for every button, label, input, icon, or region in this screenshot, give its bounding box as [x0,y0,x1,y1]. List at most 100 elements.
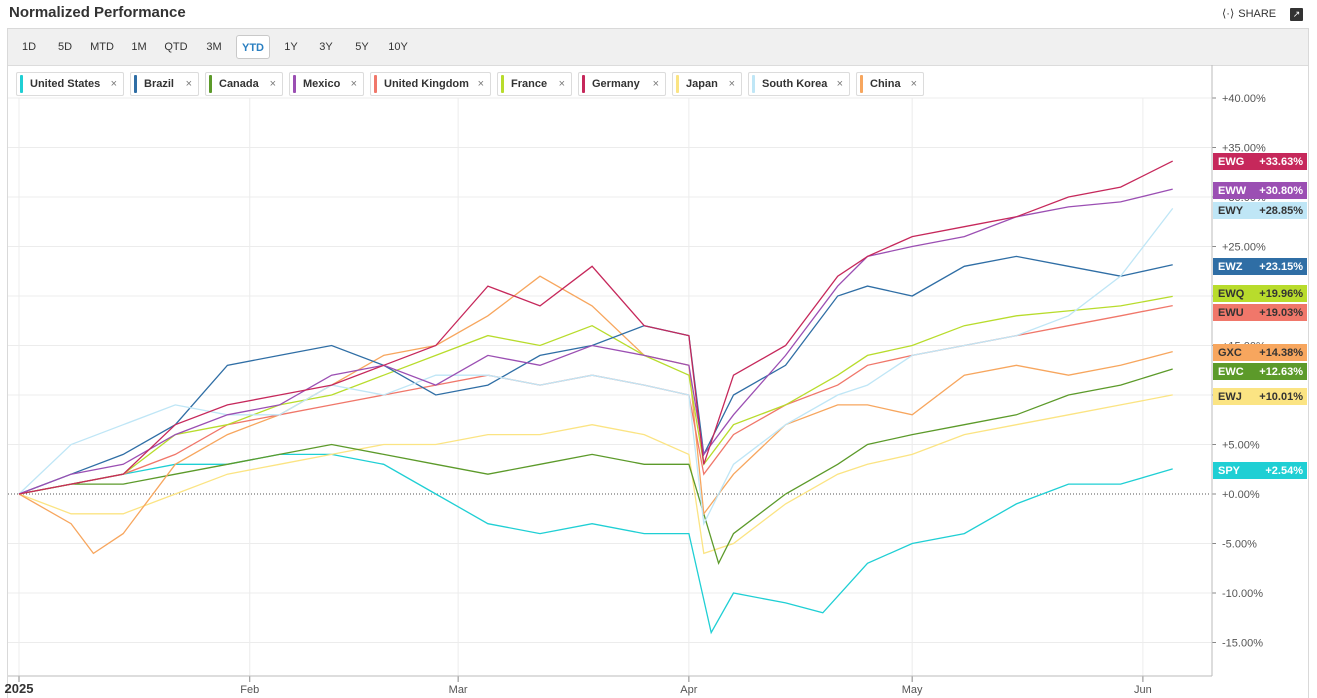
legend-swatch [501,75,504,93]
series-line-ewg [18,160,1173,495]
series-line-ewz [18,255,1173,495]
end-label-value: +19.03% [1259,307,1303,319]
legend-swatch [676,75,679,93]
range-button-1y[interactable]: 1Y [284,41,298,53]
end-label-ewg: EWG +33.63% [1213,153,1307,170]
end-label-ewj: EWJ +10.01% [1213,388,1307,405]
end-label-value: +12.63% [1259,366,1303,378]
range-button-qtd[interactable]: QTD [164,41,188,53]
remove-icon[interactable]: × [836,78,843,90]
end-label-symbol: EWZ [1218,261,1243,273]
legend-swatch [209,75,212,93]
end-label-symbol: EWJ [1218,391,1242,403]
x-tick-label: Apr [680,684,697,696]
legend-swatch [134,75,137,93]
expand-icon[interactable]: ↗ [1290,8,1303,21]
end-label-value: +19.96% [1259,288,1303,300]
share-button[interactable]: ⟨·⟩ SHARE [1222,7,1277,21]
end-label-bg [1213,153,1307,170]
end-label-symbol: EWY [1218,205,1244,217]
legend-label: United States [30,78,101,90]
chart-title: Normalized Performance [9,4,186,21]
legend-item-united-states[interactable]: United States × [16,72,124,96]
remove-icon[interactable]: × [350,78,357,90]
chart-panel [7,28,1309,698]
remove-icon[interactable]: × [269,78,276,90]
y-tick-label: +25.00% [1222,242,1266,254]
end-label-bg [1213,258,1307,275]
range-button-mtd[interactable]: MTD [90,41,114,53]
end-label-eww: EWW +30.80% [1213,182,1307,199]
end-label-ewq: EWQ +19.96% [1213,285,1307,302]
range-button-5y[interactable]: 5Y [355,41,369,53]
remove-icon[interactable]: × [910,78,917,90]
range-button-1m[interactable]: 1M [131,41,147,53]
range-button-10y[interactable]: 10Y [388,41,408,53]
end-label-gxc: GXC +14.38% [1213,344,1307,361]
series-line-ewc [18,368,1173,566]
legend-label: Canada [219,78,259,90]
legend-swatch [293,75,296,93]
end-label-value: +23.15% [1259,261,1303,273]
x-tick-label: Mar [449,684,468,696]
range-button-1d[interactable]: 1D [21,41,37,53]
x-tick-label: May [902,684,923,696]
legend-item-mexico[interactable]: Mexico × [289,72,364,96]
range-button-5d[interactable]: 5D [57,41,73,53]
range-toolbar: 1D 5D MTD 1M QTD 3M YTD 1Y 3Y 5Y 10Y [8,29,1308,66]
y-tick-label: -5.00% [1222,539,1257,551]
legend-item-china[interactable]: China × [856,72,924,96]
y-tick-label: +0.00% [1222,489,1260,501]
end-label-bg [1213,388,1307,405]
x-tick-label: Jun [1134,684,1152,696]
legend-item-south-korea[interactable]: South Korea × [748,72,850,96]
legend-swatch [582,75,585,93]
range-button-3y[interactable]: 3Y [319,41,333,53]
legend-item-united-kingdom[interactable]: United Kingdom × [370,72,491,96]
legend-item-japan[interactable]: Japan × [672,72,742,96]
remove-icon[interactable]: × [652,78,659,90]
series-line-ewy [18,208,1174,526]
end-label-symbol: SPY [1218,465,1241,477]
end-label-bg [1213,202,1307,219]
end-label-value: +14.38% [1259,347,1303,359]
series-line-eww [18,188,1173,495]
range-button-ytd[interactable]: YTD [236,35,270,59]
end-label-ewy: EWY +28.85% [1213,202,1307,219]
end-label-symbol: GXC [1218,347,1242,359]
end-label-symbol: EWG [1218,156,1244,168]
legend-label: Japan [686,78,718,90]
remove-icon[interactable]: × [110,78,117,90]
legend-label: China [870,78,901,90]
end-label-ewu: EWU +19.03% [1213,304,1307,321]
legend-swatch [20,75,23,93]
legend-item-brazil[interactable]: Brazil × [130,72,199,96]
y-tick-label: -15.00% [1222,638,1263,650]
share-label: SHARE [1238,7,1277,20]
legend-item-france[interactable]: France × [497,72,572,96]
end-label-symbol: EWU [1218,307,1244,319]
remove-icon[interactable]: × [185,78,192,90]
end-label-ewz: EWZ +23.15% [1213,258,1307,275]
remove-icon[interactable]: × [477,78,484,90]
end-label-value: +33.63% [1259,156,1303,168]
legend-label: France [511,78,548,90]
legend-item-germany[interactable]: Germany × [578,72,666,96]
x-tick-label: 2025 [5,681,34,696]
remove-icon[interactable]: × [728,78,735,90]
series-line-ewu [18,304,1173,495]
end-label-bg [1213,363,1307,380]
end-label-bg [1213,304,1307,321]
end-label-value: +10.01% [1259,391,1303,403]
series-line-gxc [18,275,1173,555]
legend-item-canada[interactable]: Canada × [205,72,283,96]
y-tick-label: +35.00% [1222,143,1266,155]
y-tick-label: -10.00% [1222,588,1263,600]
end-label-ewc: EWC +12.63% [1213,363,1307,380]
end-label-symbol: EWC [1218,366,1244,378]
legend-label: Germany [592,78,640,90]
remove-icon[interactable]: × [558,78,565,90]
end-label-spy: SPY +2.54% [1213,462,1307,479]
range-button-3m[interactable]: 3M [206,41,222,53]
